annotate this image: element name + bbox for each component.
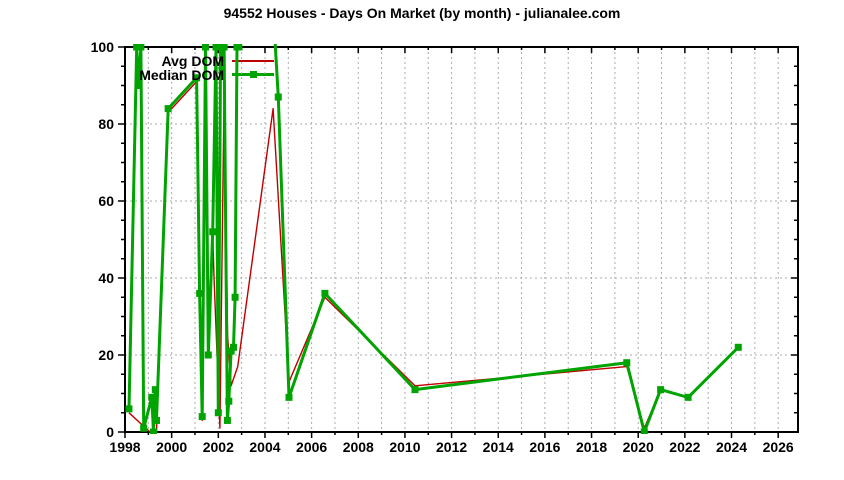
data-point-marker bbox=[164, 105, 172, 113]
y-axis-tick-label: 80 bbox=[98, 116, 114, 132]
data-point-marker bbox=[152, 416, 160, 424]
data-point-marker bbox=[225, 397, 233, 405]
data-point-marker bbox=[274, 93, 282, 101]
x-axis-tick-label: 1998 bbox=[109, 439, 140, 455]
data-point-marker bbox=[223, 416, 231, 424]
grid-lines bbox=[125, 47, 798, 432]
x-axis-tick-label: 2010 bbox=[389, 439, 420, 455]
legend-median-dom-marker bbox=[250, 71, 257, 78]
data-point-marker bbox=[201, 44, 209, 51]
data-point-marker bbox=[227, 347, 235, 355]
data-point-marker bbox=[218, 66, 226, 74]
data-point-marker bbox=[229, 343, 237, 351]
y-axis-tick-label: 40 bbox=[98, 270, 114, 286]
data-point-marker bbox=[231, 293, 239, 301]
y-axis-tick-label: 60 bbox=[98, 193, 114, 209]
median-dom-markers bbox=[125, 44, 742, 434]
data-point-marker bbox=[135, 82, 143, 89]
x-axis-tick-label: 2026 bbox=[763, 439, 794, 455]
y-axis-tick-label: 20 bbox=[98, 347, 114, 363]
data-point-marker bbox=[623, 359, 631, 367]
legend-avg-dom-label: Avg DOM bbox=[161, 53, 224, 69]
x-axis-tick-label: 2020 bbox=[623, 439, 654, 455]
data-point-marker bbox=[137, 44, 145, 51]
x-axis-tick-label: 2008 bbox=[343, 439, 374, 455]
data-point-marker bbox=[204, 351, 212, 359]
data-point-marker bbox=[285, 393, 293, 401]
x-axis-tick-label: 2022 bbox=[669, 439, 700, 455]
data-point-marker bbox=[140, 424, 148, 432]
data-point-marker bbox=[198, 413, 206, 421]
data-point-marker bbox=[640, 428, 648, 434]
data-point-marker bbox=[151, 386, 159, 394]
x-axis-tick-label: 2000 bbox=[156, 439, 187, 455]
data-series bbox=[125, 44, 742, 434]
x-axis-tick-label: 2018 bbox=[576, 439, 607, 455]
data-point-marker bbox=[734, 343, 742, 351]
chart-title: 94552 Houses - Days On Market (by month)… bbox=[223, 5, 621, 21]
data-point-marker bbox=[220, 44, 228, 51]
data-point-marker bbox=[193, 74, 201, 82]
x-axis-tick-label: 2016 bbox=[529, 439, 560, 455]
data-point-marker bbox=[411, 386, 419, 394]
x-axis-tick-label: 2012 bbox=[436, 439, 467, 455]
data-point-marker bbox=[235, 44, 243, 51]
x-axis-tick-label: 2024 bbox=[716, 439, 747, 455]
x-axis-tick-label: 2004 bbox=[249, 439, 280, 455]
data-point-marker bbox=[148, 393, 156, 401]
data-point-marker bbox=[125, 405, 133, 413]
x-axis-tick-label: 2006 bbox=[296, 439, 327, 455]
data-point-marker bbox=[321, 289, 329, 297]
x-axis-tick-label: 2014 bbox=[483, 439, 514, 455]
plot-border bbox=[124, 46, 799, 433]
legend-median-dom-label: Median DOM bbox=[139, 67, 224, 83]
data-point-marker bbox=[657, 386, 665, 394]
data-point-marker bbox=[209, 228, 217, 236]
data-point-marker bbox=[133, 44, 141, 51]
data-point-marker bbox=[214, 409, 222, 417]
data-point-marker bbox=[684, 393, 692, 401]
data-point-marker bbox=[196, 289, 204, 297]
axis-tick-labels: 1998 2000 2002 2004 2006 2008 2010 2012 2014 2016… bbox=[91, 39, 794, 455]
legend-avg-dom-line-sample bbox=[232, 60, 274, 62]
x-axis-tick-label: 2002 bbox=[203, 439, 234, 455]
data-point-marker bbox=[212, 44, 220, 51]
y-axis-tick-label: 100 bbox=[91, 39, 115, 55]
y-axis-tick-label: 0 bbox=[106, 424, 114, 440]
data-point-marker bbox=[149, 428, 157, 434]
